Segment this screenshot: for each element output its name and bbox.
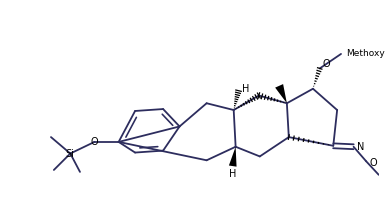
Text: Si: Si [66, 149, 75, 158]
Polygon shape [275, 84, 287, 103]
Polygon shape [229, 147, 237, 167]
Text: H: H [229, 169, 237, 179]
Text: H: H [242, 84, 249, 94]
Text: O: O [323, 59, 330, 69]
Text: N: N [357, 142, 365, 152]
Text: O: O [369, 158, 377, 168]
Text: Methoxy: Methoxy [346, 50, 385, 58]
Text: O: O [91, 137, 98, 147]
